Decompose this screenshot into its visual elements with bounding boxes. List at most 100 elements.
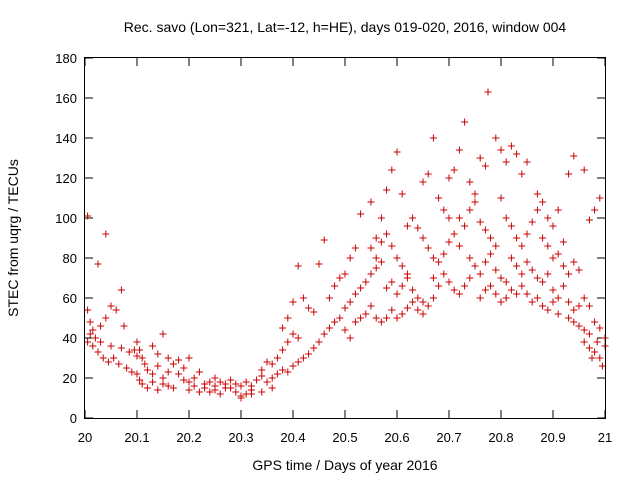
y-tick-label: 20 bbox=[63, 371, 77, 386]
data-point bbox=[388, 278, 396, 286]
data-point bbox=[461, 222, 469, 230]
data-point bbox=[419, 178, 427, 186]
data-point bbox=[580, 338, 588, 346]
data-point bbox=[117, 286, 125, 294]
data-point bbox=[409, 214, 417, 222]
data-point bbox=[143, 384, 151, 392]
data-point bbox=[258, 366, 266, 374]
data-point bbox=[128, 368, 136, 376]
data-point bbox=[331, 318, 339, 326]
data-point bbox=[518, 282, 526, 290]
data-point bbox=[502, 214, 510, 222]
data-point bbox=[94, 348, 102, 356]
data-point bbox=[336, 274, 344, 282]
data-point bbox=[455, 242, 463, 250]
data-point bbox=[138, 380, 146, 388]
data-point bbox=[232, 388, 240, 396]
data-point bbox=[393, 290, 401, 298]
data-point bbox=[497, 274, 505, 282]
data-point bbox=[383, 284, 391, 292]
data-point bbox=[325, 324, 333, 332]
data-point bbox=[367, 244, 375, 252]
data-point bbox=[575, 302, 583, 310]
data-point bbox=[513, 150, 521, 158]
data-point bbox=[398, 262, 406, 270]
data-point bbox=[554, 294, 562, 302]
y-axis: 0 20 40 60 80 100 120 140 160 180 bbox=[55, 51, 605, 426]
data-point bbox=[445, 214, 453, 222]
data-point bbox=[120, 322, 128, 330]
data-point bbox=[273, 354, 281, 362]
data-point bbox=[429, 254, 437, 262]
x-axis-label: GPS time / Days of year 2016 bbox=[252, 457, 437, 473]
data-point bbox=[455, 290, 463, 298]
data-point bbox=[484, 88, 492, 96]
data-point bbox=[149, 370, 157, 378]
data-point bbox=[533, 190, 541, 198]
data-point bbox=[232, 380, 240, 388]
data-point bbox=[435, 282, 443, 290]
data-point bbox=[476, 294, 484, 302]
data-point bbox=[419, 310, 427, 318]
data-point bbox=[565, 270, 573, 278]
data-point bbox=[289, 330, 297, 338]
data-point bbox=[585, 216, 593, 224]
data-point bbox=[299, 354, 307, 362]
x-tick-label: 20.3 bbox=[228, 430, 253, 445]
data-point bbox=[310, 344, 318, 352]
data-point bbox=[507, 254, 515, 262]
data-point bbox=[461, 282, 469, 290]
data-point bbox=[221, 380, 229, 388]
data-point bbox=[86, 318, 94, 326]
x-tick-label: 20.6 bbox=[384, 430, 409, 445]
data-point bbox=[575, 266, 583, 274]
data-point bbox=[497, 194, 505, 202]
data-point bbox=[190, 374, 198, 382]
data-point bbox=[414, 306, 422, 314]
y-axis-label: STEC from uqrg / TECUs bbox=[5, 159, 21, 317]
data-point bbox=[393, 254, 401, 262]
data-point bbox=[263, 358, 271, 366]
data-point bbox=[539, 278, 547, 286]
data-point bbox=[591, 318, 599, 326]
data-point bbox=[445, 174, 453, 182]
data-point bbox=[476, 218, 484, 226]
data-point bbox=[450, 230, 458, 238]
data-point bbox=[143, 366, 151, 374]
data-point bbox=[164, 354, 172, 362]
data-point bbox=[476, 270, 484, 278]
data-point bbox=[258, 388, 266, 396]
data-point bbox=[331, 282, 339, 290]
data-point bbox=[580, 166, 588, 174]
data-point bbox=[544, 306, 552, 314]
data-point bbox=[518, 242, 526, 250]
data-point bbox=[154, 362, 162, 370]
data-point bbox=[237, 394, 245, 402]
data-point bbox=[99, 354, 107, 362]
data-point bbox=[112, 306, 120, 314]
data-point bbox=[133, 370, 141, 378]
data-point bbox=[424, 170, 432, 178]
data-point bbox=[351, 290, 359, 298]
data-point bbox=[372, 314, 380, 322]
data-point bbox=[102, 230, 110, 238]
data-point bbox=[206, 388, 214, 396]
data-point bbox=[164, 368, 172, 376]
data-point bbox=[268, 360, 276, 368]
data-point bbox=[346, 254, 354, 262]
data-point bbox=[294, 358, 302, 366]
data-point bbox=[471, 198, 479, 206]
data-point bbox=[149, 342, 157, 350]
data-point bbox=[169, 360, 177, 368]
data-point bbox=[440, 270, 448, 278]
data-point bbox=[294, 334, 302, 342]
data-point bbox=[523, 258, 531, 266]
data-point bbox=[481, 162, 489, 170]
data-points bbox=[84, 88, 609, 402]
data-point bbox=[169, 384, 177, 392]
data-point bbox=[481, 226, 489, 234]
x-tick-label: 21 bbox=[598, 430, 612, 445]
data-point bbox=[539, 198, 547, 206]
data-point bbox=[117, 344, 125, 352]
data-point bbox=[544, 214, 552, 222]
